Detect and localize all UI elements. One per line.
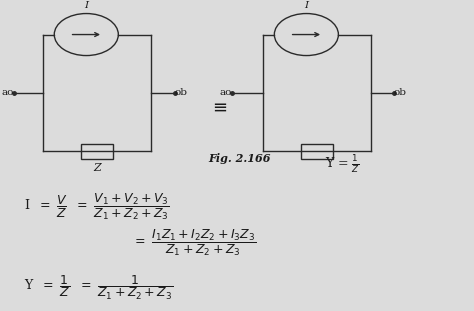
Bar	[301, 144, 333, 159]
Text: Fig. 2.166: Fig. 2.166	[209, 153, 271, 165]
Text: Y  $=\ \dfrac{1}{Z}$  $=\ \dfrac{1}{Z_1 + Z_2 + Z_3}$: Y $=\ \dfrac{1}{Z}$ $=\ \dfrac{1}{Z_1 + …	[25, 274, 174, 302]
Text: Z: Z	[93, 163, 101, 173]
Text: ob: ob	[175, 88, 188, 97]
Text: $\equiv$: $\equiv$	[210, 98, 228, 116]
Bar	[81, 144, 113, 159]
Text: I: I	[304, 2, 309, 11]
Text: I  $=\ \dfrac{V}{Z}$  $=\ \dfrac{V_1 + V_2 + V_3}{Z_1 + Z_2 + Z_3}$: I $=\ \dfrac{V}{Z}$ $=\ \dfrac{V_1 + V_2…	[25, 192, 170, 222]
Text: $=\ \dfrac{I_1 Z_1 + I_2 Z_2 + I_3 Z_3}{Z_1 + Z_2 + Z_3}$: $=\ \dfrac{I_1 Z_1 + I_2 Z_2 + I_3 Z_3}{…	[132, 228, 256, 258]
Text: Y = $\frac{1}{Z}$: Y = $\frac{1}{Z}$	[325, 153, 360, 174]
Text: I: I	[84, 2, 88, 11]
Text: ao: ao	[219, 88, 232, 97]
Text: ob: ob	[394, 88, 407, 97]
Text: ao: ao	[2, 88, 14, 97]
